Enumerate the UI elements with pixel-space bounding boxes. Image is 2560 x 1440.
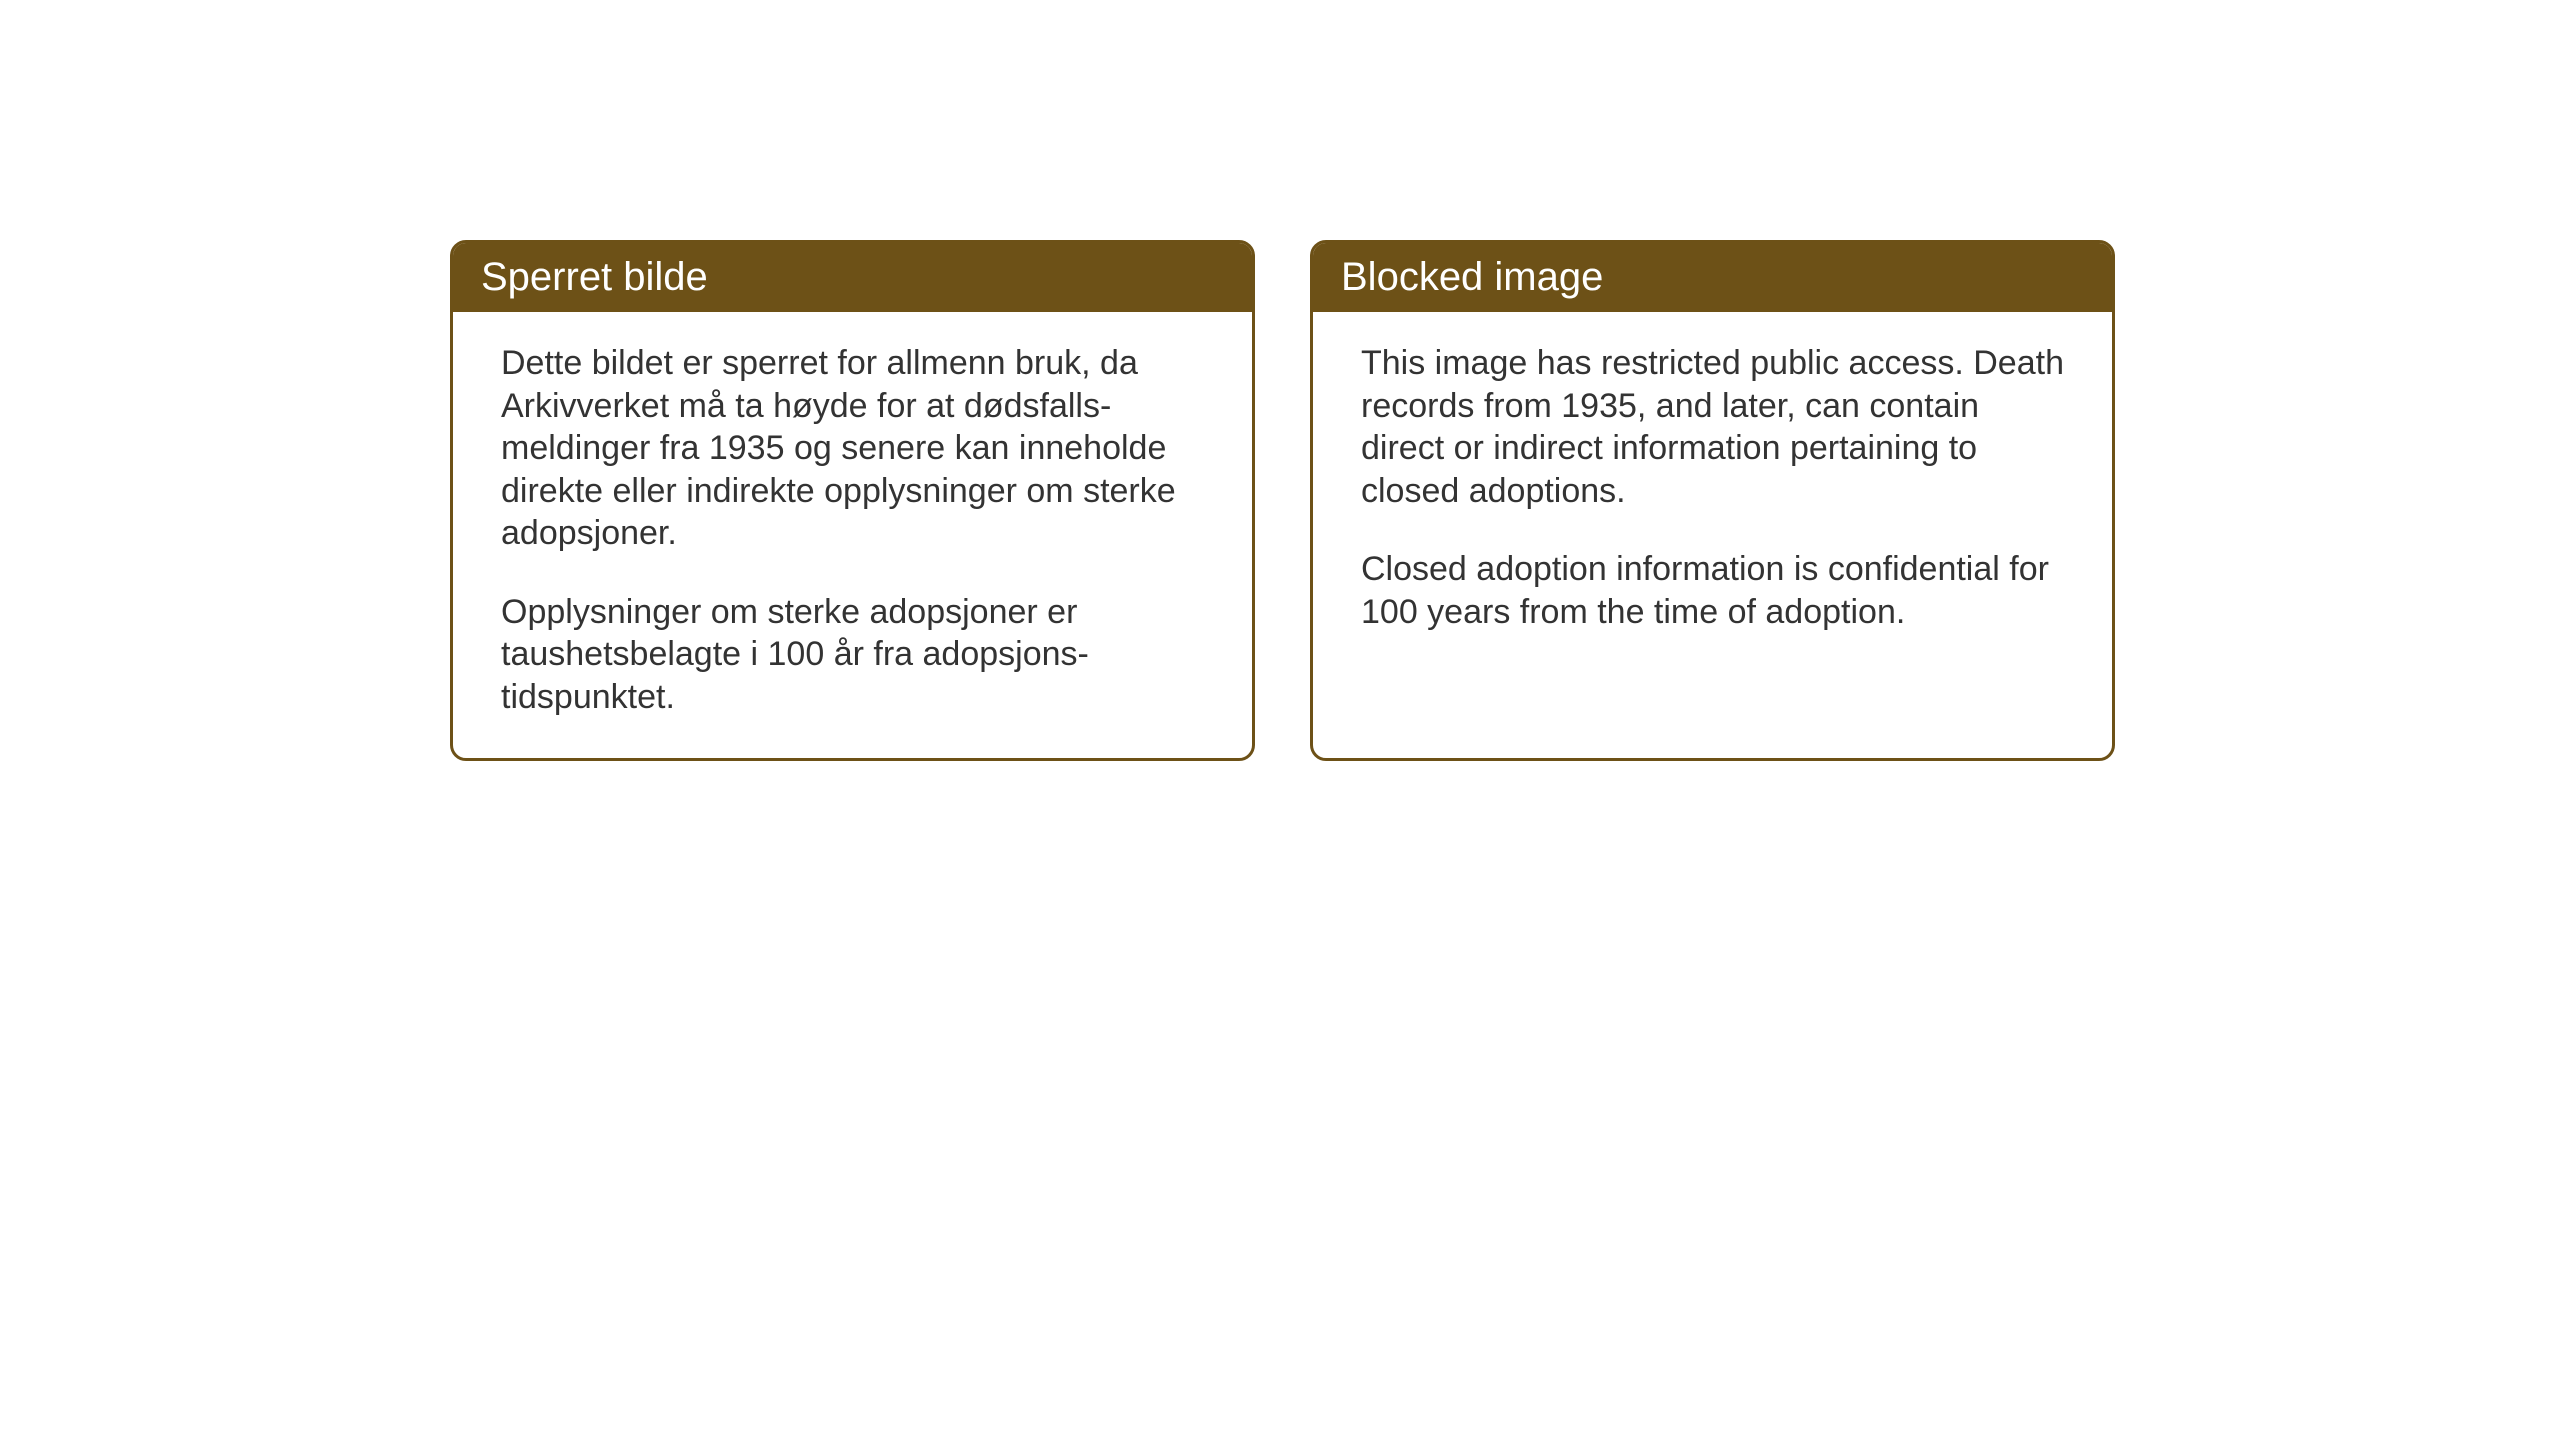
card-paragraph-1-english: This image has restricted public access.… <box>1361 342 2064 512</box>
card-body-norwegian: Dette bildet er sperret for allmenn bruk… <box>453 312 1252 758</box>
card-paragraph-2-norwegian: Opplysninger om sterke adopsjoner er tau… <box>501 591 1204 719</box>
card-english: Blocked image This image has restricted … <box>1310 240 2115 761</box>
cards-container: Sperret bilde Dette bildet er sperret fo… <box>0 0 2560 761</box>
card-header-norwegian: Sperret bilde <box>453 243 1252 312</box>
card-title-english: Blocked image <box>1341 255 1603 299</box>
card-title-norwegian: Sperret bilde <box>481 255 708 299</box>
card-norwegian: Sperret bilde Dette bildet er sperret fo… <box>450 240 1255 761</box>
card-paragraph-2-english: Closed adoption information is confident… <box>1361 548 2064 633</box>
card-header-english: Blocked image <box>1313 243 2112 312</box>
card-body-english: This image has restricted public access.… <box>1313 312 2112 732</box>
card-paragraph-1-norwegian: Dette bildet er sperret for allmenn bruk… <box>501 342 1204 555</box>
